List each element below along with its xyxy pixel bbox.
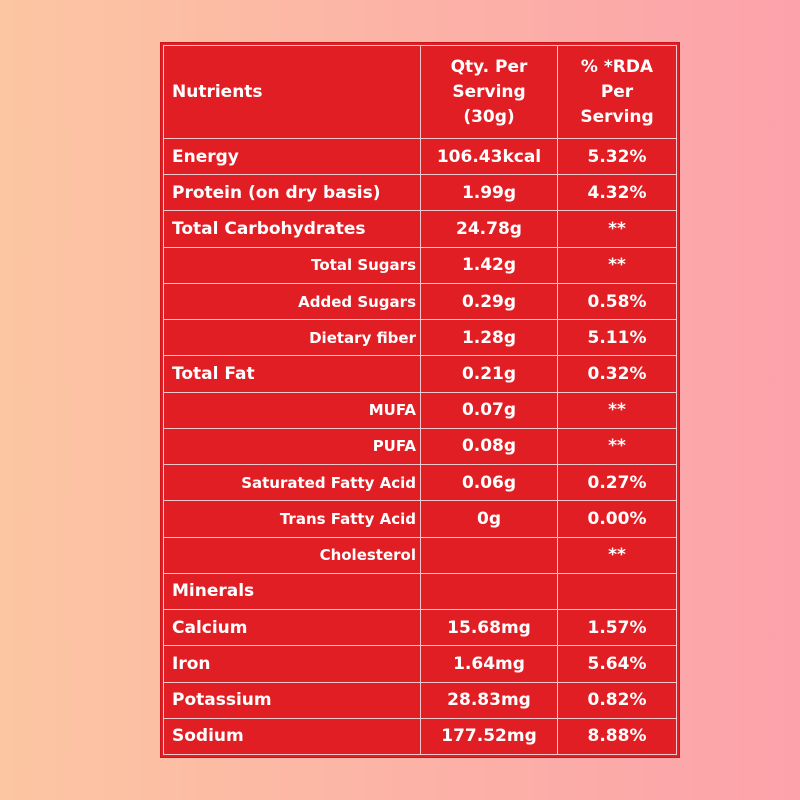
qty-cell: 0g — [420, 500, 558, 538]
table-row: Total Sugars 1.42g ** — [163, 246, 677, 284]
header-row: Nutrients Qty. Per Serving (30g) % *RDA … — [163, 45, 677, 139]
header-cell: Qty. Per Serving (30g) — [420, 45, 558, 139]
qty-cell: 1.64mg — [420, 645, 558, 683]
rda-cell: 0.00% — [557, 500, 677, 538]
nutrient-cell: Minerals — [163, 572, 421, 611]
table-row: MUFA 0.07g ** — [163, 391, 677, 429]
qty-cell: 24.78g — [420, 210, 558, 248]
qty-cell: 1.42g — [420, 246, 558, 284]
table-row: Calcium 15.68mg 1.57% — [163, 609, 677, 647]
rda-cell — [557, 572, 677, 611]
rda-cell: 8.88% — [557, 717, 677, 756]
qty-cell — [420, 536, 558, 574]
table-row: Minerals — [163, 572, 677, 611]
nutrient-cell: Calcium — [163, 609, 421, 647]
table-row: Trans Fatty Acid 0g 0.00% — [163, 500, 677, 538]
table-row: Added Sugars 0.29g 0.58% — [163, 282, 677, 321]
qty-cell: 0.07g — [420, 391, 558, 429]
rda-cell: ** — [557, 391, 677, 429]
qty-cell: 177.52mg — [420, 717, 558, 756]
table-row: Saturated Fatty Acid 0.06g 0.27% — [163, 464, 677, 502]
nutrient-cell: PUFA — [163, 427, 421, 466]
qty-cell: 0.06g — [420, 464, 558, 502]
nutrition-panel: Nutrients Qty. Per Serving (30g) % *RDA … — [160, 42, 680, 758]
nutrient-cell: Total Sugars — [163, 246, 421, 284]
nutrient-cell: Potassium — [163, 681, 421, 719]
table-row: Cholesterol ** — [163, 536, 677, 574]
rda-cell: 0.27% — [557, 464, 677, 502]
rda-cell: ** — [557, 246, 677, 284]
qty-cell: 0.29g — [420, 282, 558, 321]
rda-cell: 4.32% — [557, 174, 677, 212]
nutrient-cell: Sodium — [163, 717, 421, 756]
qty-cell: 1.99g — [420, 174, 558, 212]
rda-cell: 0.82% — [557, 681, 677, 719]
table-row: Sodium 177.52mg 8.88% — [163, 717, 677, 756]
nutrient-cell: Added Sugars — [163, 282, 421, 321]
nutrient-cell: Total Fat — [163, 355, 421, 393]
table-row: Protein (on dry basis) 1.99g 4.32% — [163, 174, 677, 212]
rda-cell: ** — [557, 427, 677, 466]
table-row: Iron 1.64mg 5.64% — [163, 645, 677, 683]
table-body: Energy 106.43kcal 5.32% Protein (on dry bas… — [163, 137, 677, 756]
nutrient-cell: Iron — [163, 645, 421, 683]
table-row: Total Carbohydrates 24.78g ** — [163, 210, 677, 248]
nutrient-cell: Protein (on dry basis) — [163, 174, 421, 212]
qty-cell: 1.28g — [420, 319, 558, 357]
rda-cell: 5.32% — [557, 137, 677, 176]
nutrient-cell: Total Carbohydrates — [163, 210, 421, 248]
table-row: Potassium 28.83mg 0.82% — [163, 681, 677, 719]
qty-cell: 106.43kcal — [420, 137, 558, 176]
nutrient-cell: MUFA — [163, 391, 421, 429]
qty-cell: 0.21g — [420, 355, 558, 393]
nutrient-cell: Saturated Fatty Acid — [163, 464, 421, 502]
header-cell: Nutrients — [163, 45, 421, 139]
table-row: PUFA 0.08g ** — [163, 427, 677, 466]
table-row: Energy 106.43kcal 5.32% — [163, 137, 677, 176]
qty-cell: 0.08g — [420, 427, 558, 466]
qty-cell — [420, 572, 558, 611]
nutrient-cell: Trans Fatty Acid — [163, 500, 421, 538]
qty-cell: 15.68mg — [420, 609, 558, 647]
table-row: Total Fat 0.21g 0.32% — [163, 355, 677, 393]
header-cell: % *RDA Per Serving — [557, 45, 677, 139]
rda-cell: ** — [557, 536, 677, 574]
rda-cell: 1.57% — [557, 609, 677, 647]
qty-cell: 28.83mg — [420, 681, 558, 719]
rda-cell: 5.64% — [557, 645, 677, 683]
table-row: Dietary fiber 1.28g 5.11% — [163, 319, 677, 357]
nutrition-table: Nutrients Qty. Per Serving (30g) % *RDA … — [163, 45, 677, 756]
nutrient-cell: Dietary fiber — [163, 319, 421, 357]
rda-cell: 0.58% — [557, 282, 677, 321]
nutrient-cell: Energy — [163, 137, 421, 176]
rda-cell: 5.11% — [557, 319, 677, 357]
rda-cell: 0.32% — [557, 355, 677, 393]
nutrient-cell: Cholesterol — [163, 536, 421, 574]
rda-cell: ** — [557, 210, 677, 248]
